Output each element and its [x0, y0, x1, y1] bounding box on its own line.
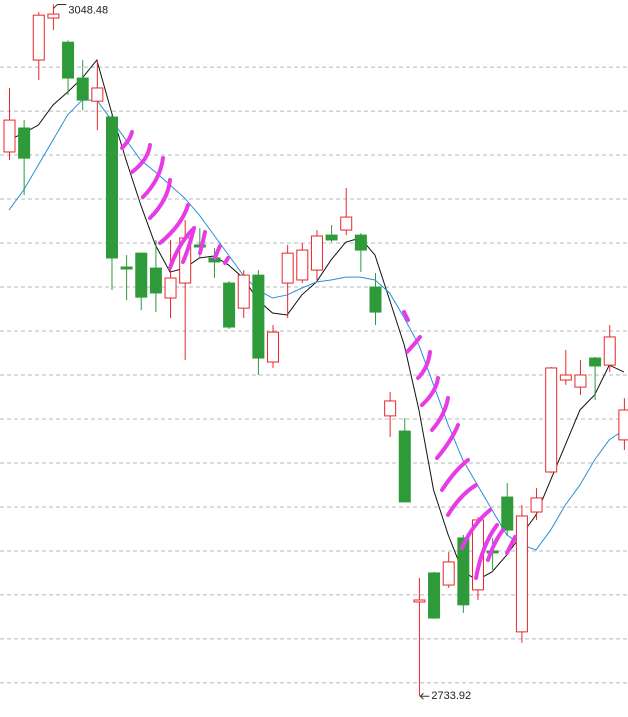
- candles: [3, 4, 628, 697]
- low-pointer: [419, 692, 430, 700]
- high-pointer: [53, 3, 67, 9]
- candle-body: [223, 282, 236, 328]
- candle-body: [340, 216, 353, 231]
- stroke: [440, 458, 470, 492]
- candle-body: [91, 87, 104, 102]
- stroke: [486, 528, 505, 562]
- candle-body: [76, 77, 89, 101]
- candle-body: [18, 127, 31, 159]
- candle-body: [281, 252, 294, 284]
- stroke: [141, 156, 165, 199]
- stroke: [474, 523, 499, 580]
- candle-body: [135, 252, 148, 298]
- stroke: [213, 244, 222, 260]
- stroke: [198, 230, 207, 255]
- candle-body: [267, 331, 280, 363]
- candle-body: [354, 234, 367, 251]
- candle-body: [574, 374, 587, 388]
- grid: [0, 66, 628, 684]
- stroke: [130, 143, 152, 174]
- stroke: [420, 376, 440, 407]
- labels: 3048.48 2733.92: [53, 3, 471, 702]
- stroke: [158, 203, 190, 245]
- candle-body: [149, 267, 162, 294]
- high-label: 3048.48: [68, 4, 108, 16]
- candle-body: [164, 277, 177, 299]
- candle-body: [457, 537, 470, 606]
- stroke: [168, 228, 194, 270]
- stroke: [416, 350, 432, 380]
- stroke: [505, 535, 517, 555]
- stroke: [460, 508, 492, 550]
- candle-body: [428, 572, 441, 619]
- candle-body: [3, 119, 16, 153]
- candle-body: [237, 274, 250, 309]
- candle-body: [545, 367, 558, 473]
- candle-body: [325, 234, 338, 241]
- stroke: [181, 226, 196, 264]
- candle-body: [384, 400, 397, 417]
- candle-body: [515, 515, 528, 633]
- candle-body: [296, 249, 309, 281]
- candle-body: [589, 357, 602, 367]
- candle-body: [559, 374, 572, 381]
- candle-body: [398, 430, 411, 503]
- highlight-strokes: [120, 130, 517, 580]
- stroke: [405, 335, 422, 354]
- stroke: [120, 130, 134, 150]
- candle-body: [603, 336, 616, 366]
- stroke: [148, 178, 172, 220]
- candle-body: [618, 409, 628, 441]
- candle-body: [120, 266, 133, 270]
- stroke: [430, 396, 450, 432]
- stroke: [446, 483, 478, 517]
- candle-body: [32, 14, 45, 61]
- candle-body: [47, 13, 60, 19]
- candle-body: [442, 561, 455, 586]
- stroke: [223, 256, 230, 265]
- candle-body: [310, 235, 323, 271]
- candle-body: [252, 274, 265, 359]
- stroke: [435, 423, 460, 460]
- candle-body: [62, 41, 75, 79]
- stroke: [402, 310, 410, 322]
- candle-body: [369, 286, 382, 313]
- candle-body: [105, 116, 118, 259]
- candle-body: [501, 496, 514, 531]
- candle-body: [530, 497, 543, 513]
- ma-line: [8, 99, 625, 551]
- low-label: 2733.92: [431, 690, 471, 702]
- candle-body: [413, 599, 426, 603]
